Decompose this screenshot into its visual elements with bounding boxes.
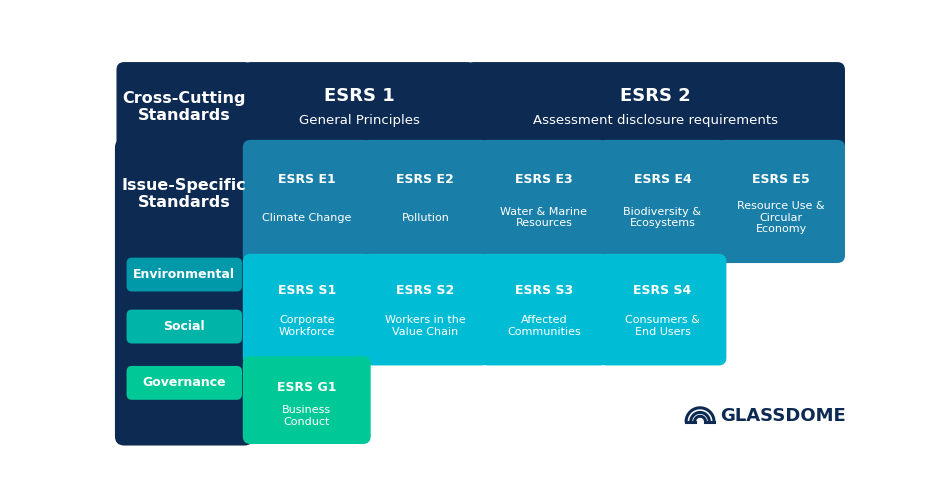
- FancyBboxPatch shape: [127, 366, 242, 400]
- FancyBboxPatch shape: [127, 310, 242, 344]
- FancyBboxPatch shape: [243, 140, 371, 263]
- Text: Issue-Specific
Standards: Issue-Specific Standards: [122, 178, 247, 210]
- FancyBboxPatch shape: [480, 140, 608, 263]
- Text: ESRS 2: ESRS 2: [620, 87, 691, 106]
- Text: Resource Use &
Circular
Economy: Resource Use & Circular Economy: [737, 201, 825, 234]
- Text: Social: Social: [163, 320, 205, 333]
- Text: GLASSDOME: GLASSDOME: [720, 406, 846, 424]
- Text: General Principles: General Principles: [298, 114, 419, 126]
- Text: ESRS S3: ESRS S3: [515, 284, 573, 297]
- FancyBboxPatch shape: [361, 254, 490, 366]
- Text: ESRS E4: ESRS E4: [633, 173, 691, 186]
- Text: ESRS E3: ESRS E3: [515, 173, 573, 186]
- FancyBboxPatch shape: [243, 254, 371, 366]
- Text: Consumers &
End Users: Consumers & End Users: [625, 315, 700, 337]
- Text: Workers in the
Value Chain: Workers in the Value Chain: [385, 315, 465, 337]
- FancyBboxPatch shape: [598, 140, 726, 263]
- Text: Environmental: Environmental: [133, 268, 235, 281]
- Text: ESRS S2: ESRS S2: [396, 284, 454, 297]
- FancyBboxPatch shape: [717, 140, 845, 263]
- FancyBboxPatch shape: [243, 62, 476, 151]
- Text: Cross-Cutting
Standards: Cross-Cutting Standards: [123, 91, 246, 123]
- Text: ESRS E2: ESRS E2: [397, 173, 454, 186]
- FancyBboxPatch shape: [115, 138, 253, 446]
- Text: ESRS S4: ESRS S4: [633, 284, 691, 297]
- FancyBboxPatch shape: [598, 254, 726, 366]
- Text: ESRS G1: ESRS G1: [277, 380, 337, 393]
- Text: Pollution: Pollution: [401, 213, 449, 223]
- Text: Corporate
Workforce: Corporate Workforce: [279, 315, 335, 337]
- FancyBboxPatch shape: [361, 140, 490, 263]
- FancyBboxPatch shape: [127, 257, 242, 291]
- Text: ESRS E5: ESRS E5: [752, 173, 809, 186]
- Text: ESRS 1: ESRS 1: [324, 87, 394, 106]
- Text: ESRS E1: ESRS E1: [278, 173, 336, 186]
- FancyBboxPatch shape: [243, 356, 371, 444]
- Text: Climate Change: Climate Change: [262, 213, 352, 223]
- Text: ESRS S1: ESRS S1: [278, 284, 336, 297]
- Text: Affected
Communities: Affected Communities: [507, 315, 581, 337]
- FancyBboxPatch shape: [480, 254, 608, 366]
- FancyBboxPatch shape: [116, 62, 252, 151]
- Text: Business
Conduct: Business Conduct: [282, 405, 331, 427]
- Text: Governance: Governance: [143, 376, 226, 389]
- Text: Water & Marine
Resources: Water & Marine Resources: [500, 207, 587, 229]
- Text: Biodiversity &
Ecosystems: Biodiversity & Ecosystems: [624, 207, 702, 229]
- FancyBboxPatch shape: [466, 62, 845, 151]
- Text: Assessment disclosure requirements: Assessment disclosure requirements: [533, 114, 778, 126]
